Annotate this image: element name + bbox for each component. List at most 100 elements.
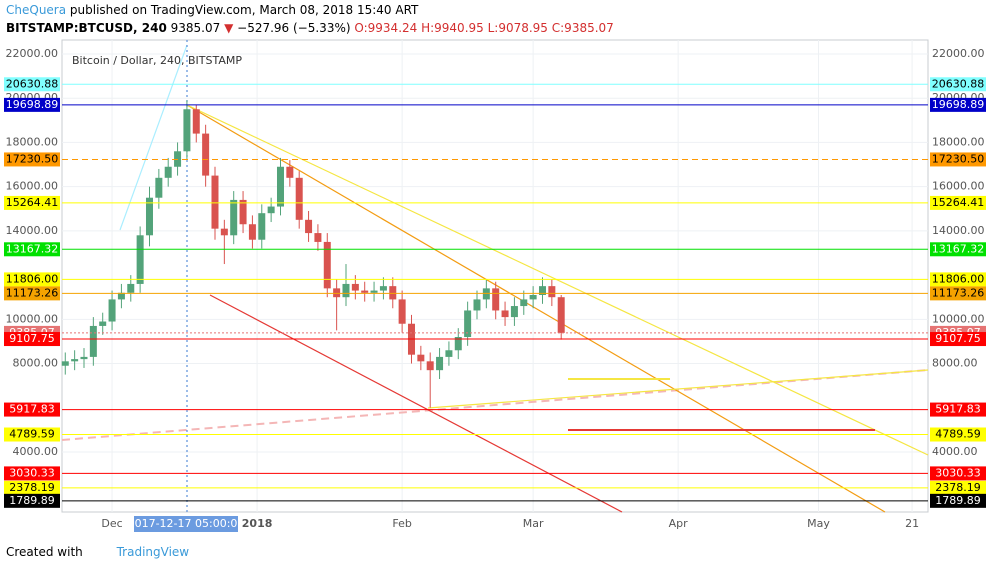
y-tick-label: 4000.00	[932, 445, 978, 458]
candle-body	[239, 199, 247, 225]
candle-body	[127, 283, 135, 293]
level-label: 5917.83	[935, 403, 981, 416]
candle-body	[267, 206, 275, 214]
y-tick-label: 14000.00	[932, 224, 985, 237]
trendline	[427, 369, 929, 409]
level-label-bg	[4, 77, 60, 92]
candle-body	[548, 286, 556, 298]
candle-body	[492, 288, 500, 311]
y-tick-label: 4000.00	[13, 445, 59, 458]
candle-body	[426, 361, 434, 371]
candle-body	[192, 109, 200, 134]
candle-body	[482, 288, 490, 300]
level-label-bg	[930, 195, 986, 210]
candle-body	[164, 166, 172, 178]
candle-body	[99, 321, 107, 326]
y-tick-label: 18000.00	[932, 135, 985, 148]
candle-body	[351, 283, 359, 291]
candle-body	[230, 199, 238, 236]
candle-body	[183, 109, 191, 152]
candle-body	[398, 299, 406, 324]
x-tick-label: Feb	[392, 517, 411, 530]
y-tick-label: 10000.00	[6, 312, 59, 325]
level-label-bg	[4, 242, 60, 257]
candle-body	[276, 166, 284, 207]
candle-body	[473, 299, 481, 311]
level-label-bg	[4, 195, 60, 210]
level-label-bg	[4, 466, 60, 481]
candle-body	[436, 356, 444, 371]
level-label: 4789.59	[9, 428, 55, 441]
symbol: BITSTAMP:BTCUSD, 240	[6, 21, 167, 35]
candle-body	[464, 310, 472, 338]
candle-body	[80, 356, 88, 360]
candle-body	[333, 288, 341, 298]
footer: Created with TradingView	[6, 545, 189, 559]
trendline	[119, 44, 188, 231]
trendline	[186, 104, 886, 513]
level-label: 19698.89	[6, 98, 59, 111]
level-label-bg	[4, 332, 60, 347]
level-label: 11806.00	[932, 272, 985, 285]
candle-body	[305, 219, 313, 234]
ohlc: O:9934.24 H:9940.95 L:9078.95 C:9385.07	[354, 21, 614, 35]
publish-line: CheQuera published on TradingView.com, M…	[6, 3, 418, 17]
y-tick-label: 16000.00	[6, 180, 59, 193]
candle-body	[145, 197, 153, 236]
level-label: 20630.88	[932, 77, 985, 90]
level-label: 4789.59	[935, 428, 981, 441]
y-tick-label: 14000.00	[6, 224, 59, 237]
level-label-bg	[930, 77, 986, 92]
level-label: 20630.88	[6, 77, 59, 90]
level-label: 17230.50	[6, 152, 59, 165]
candle-body	[501, 310, 509, 318]
y-tick-label: 8000.00	[932, 357, 978, 370]
level-label: 2378.19	[935, 481, 981, 494]
candle-body	[379, 286, 387, 291]
level-label: 13167.32	[932, 242, 985, 255]
level-label-bg	[930, 332, 986, 347]
level-label: 1789.89	[935, 494, 981, 507]
grid	[62, 40, 928, 512]
candle-body	[538, 286, 546, 295]
level-label: 17230.50	[932, 152, 985, 165]
level-label: 15264.41	[932, 196, 985, 209]
level-label-bg	[4, 286, 60, 301]
level-label-bg	[4, 493, 60, 508]
y-tick-label: 22000.00	[6, 47, 59, 60]
candle-body	[454, 337, 462, 351]
level-label: 11806.00	[6, 272, 59, 285]
chart: Bitcoin / Dollar, 240, BITSTAMP 2017-12-…	[4, 39, 986, 532]
y-tick-label: 16000.00	[932, 180, 985, 193]
trendline	[186, 104, 929, 456]
level-label-bg	[930, 480, 986, 495]
chart-title: Bitcoin / Dollar, 240, BITSTAMP	[72, 54, 242, 67]
trendline	[61, 369, 929, 441]
x-tick-label: 2018	[242, 517, 273, 530]
crosshair-label-bg	[134, 516, 238, 532]
plot-frame	[61, 39, 929, 513]
level-label: 19698.89	[932, 98, 985, 111]
y-tick-label: 10000.00	[932, 312, 985, 325]
x-tick-label: Mar	[523, 517, 544, 530]
x-tick-label: May	[807, 517, 830, 530]
y-tick-label: 22000.00	[932, 47, 985, 60]
level-label-bg	[930, 427, 986, 442]
level-label-bg	[930, 402, 986, 417]
candle-body	[258, 213, 266, 240]
candle-body	[557, 297, 565, 333]
candle-body	[108, 299, 116, 322]
brand[interactable]: TradingView	[116, 545, 190, 559]
level-label: 1789.89	[9, 494, 55, 507]
candle-body	[370, 290, 378, 293]
candle-body	[117, 292, 125, 300]
level-label-bg	[930, 286, 986, 301]
down-arrow: ▼	[224, 21, 234, 35]
published: published on TradingView.com, March 08, …	[69, 3, 419, 17]
trendlines	[61, 40, 929, 513]
candle-body	[361, 290, 369, 293]
author[interactable]: CheQuera	[6, 3, 67, 17]
last: 9385.07	[170, 21, 221, 35]
candle-body	[445, 350, 453, 357]
